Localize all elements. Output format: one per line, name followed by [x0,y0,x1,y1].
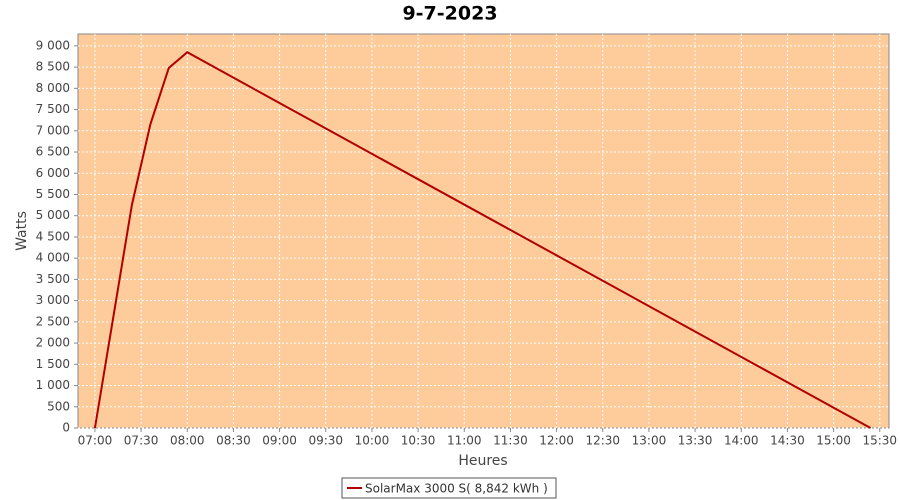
x-tick-label: 10:30 [401,434,436,448]
x-tick-label: 09:00 [262,434,297,448]
chart-title: 9-7-2023 [402,3,497,25]
y-tick-label: 1 000 [36,378,70,392]
y-tick-label: 5 000 [36,208,70,222]
y-tick-label: 8 000 [36,81,70,95]
y-tick-label: 5 500 [36,187,70,201]
legend-label: SolarMax 3000 S( 8,842 kWh ) [365,482,548,496]
x-tick-label: 15:30 [862,434,897,448]
plot-area [77,33,890,429]
y-tick-label: 7 500 [36,102,70,116]
x-tick-label: 11:00 [447,434,482,448]
x-tick-label: 11:30 [493,434,528,448]
y-tick-label: 6 500 [36,145,70,159]
y-tick-label: 7 000 [36,123,70,137]
y-tick-label: 8 500 [36,60,70,74]
y-tick-label: 6 000 [36,166,70,180]
x-tick-label: 07:00 [78,434,113,448]
x-tick-label: 08:00 [170,434,205,448]
x-tick-label: 10:00 [355,434,390,448]
y-tick-label: 9 000 [36,38,70,52]
y-tick-label: 4 500 [36,229,70,243]
x-tick-label: 14:30 [770,434,805,448]
x-tick-label: 13:00 [632,434,667,448]
y-tick-label: 3 000 [36,293,70,307]
legend-box [341,477,557,499]
y-tick-label: 2 000 [36,336,70,350]
y-tick-label: 2 500 [36,314,70,328]
x-tick-label: 15:00 [816,434,851,448]
x-tick-label: 08:30 [216,434,251,448]
x-tick-label: 14:00 [724,434,759,448]
y-tick-label: 4 000 [36,251,70,265]
y-tick-label: 1 500 [36,357,70,371]
y-tick-label: 3 500 [36,272,70,286]
y-tick-label: 500 [47,399,70,413]
x-tick-label: 12:30 [585,434,620,448]
x-axis-label: Heures [458,453,507,469]
y-tick-label: 0 [62,421,70,435]
x-tick-label: 12:00 [539,434,574,448]
x-tick-label: 07:30 [124,434,159,448]
series-line [93,51,872,429]
x-tick-label: 13:30 [678,434,713,448]
y-axis-label: Watts [14,211,30,251]
x-tick-label: 09:30 [308,434,343,448]
